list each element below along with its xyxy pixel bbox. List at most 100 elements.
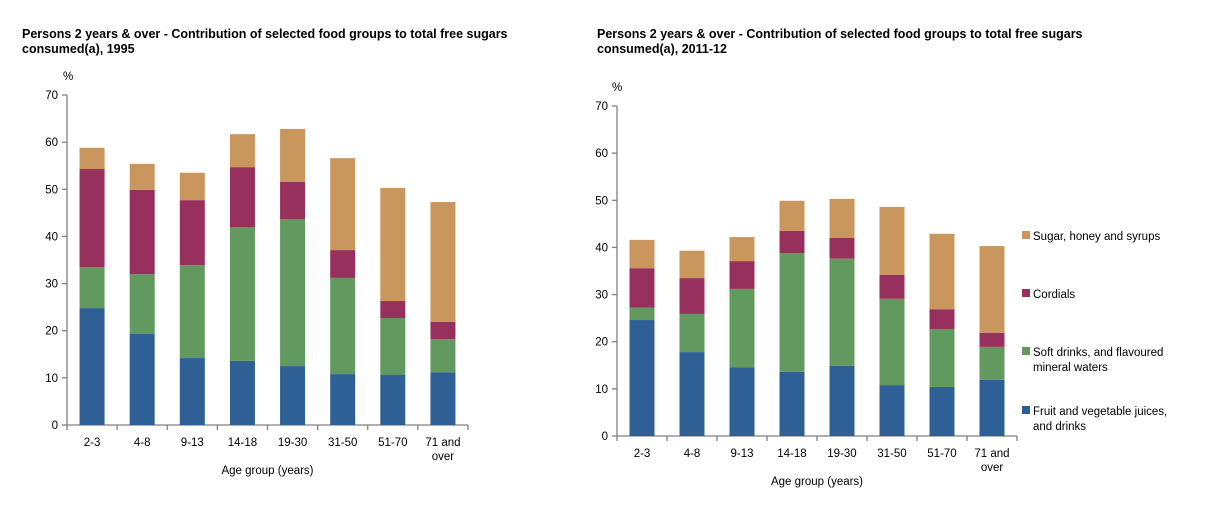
x-axis-title: Age group (years)	[221, 465, 313, 477]
legend-swatch	[1022, 289, 1030, 297]
bar-segment-fruit-and-vegetable-juices-and-drinks	[979, 379, 1005, 436]
bar-segment-fruit-and-vegetable-juices-and-drinks	[879, 385, 905, 436]
y-tick-label: 10	[595, 384, 608, 396]
y-tick-label: 60	[595, 148, 608, 160]
bar-segment-cordials	[679, 278, 705, 314]
bar-segment-sugar-honey-and-syrups	[979, 246, 1005, 333]
x-tick-label-line: over	[432, 451, 455, 463]
legend: Sugar, honey and syrups Cordials Soft drin…	[1022, 231, 1167, 433]
bar-segment-soft-drinks-and-flavoured-mineral-waters	[879, 298, 905, 386]
chart-1: Persons 2 years & over - Contribution of…	[22, 27, 508, 477]
bar-segment-cordials	[979, 332, 1005, 347]
bar-segment-soft-drinks-and-flavoured-mineral-waters	[929, 328, 955, 387]
bar-segment-cordials	[79, 169, 105, 268]
bar-segment-soft-drinks-and-flavoured-mineral-waters	[179, 265, 205, 359]
legend-label: and drinks	[1033, 421, 1086, 433]
bar-segment-sugar-honey-and-syrups	[679, 250, 705, 279]
bar-segment-cordials	[779, 230, 805, 254]
x-tick-label: 19-30	[827, 448, 856, 460]
bar-segment-sugar-honey-and-syrups	[629, 239, 655, 269]
x-tick-label-line: over	[981, 462, 1004, 474]
bar-segment-sugar-honey-and-syrups	[330, 158, 356, 251]
y-tick-label: 0	[52, 420, 58, 432]
bar-segment-soft-drinks-and-flavoured-mineral-waters	[79, 267, 105, 309]
bar-segment-sugar-honey-and-syrups	[79, 147, 105, 170]
bar-segment-fruit-and-vegetable-juices-and-drinks	[229, 360, 255, 425]
y-tick-label: 20	[595, 337, 608, 349]
bar-segment-fruit-and-vegetable-juices-and-drinks	[679, 352, 705, 436]
bar-segment-cordials	[629, 268, 655, 308]
bar-segment-soft-drinks-and-flavoured-mineral-waters	[129, 274, 155, 335]
x-tick-label: 14-18	[228, 437, 257, 449]
x-axis-title: Age group (years)	[771, 476, 863, 488]
bar-segment-sugar-honey-and-syrups	[280, 128, 306, 182]
bar-segment-cordials	[879, 274, 905, 299]
legend-swatch	[1022, 347, 1030, 355]
x-tick-label-line: 71 and	[974, 448, 1009, 460]
y-tick-label: 30	[595, 290, 608, 302]
bar-segment-sugar-honey-and-syrups	[779, 200, 805, 231]
y-axis-label: %	[612, 82, 622, 94]
legend-label: Soft drinks, and flavoured	[1033, 347, 1163, 359]
y-tick-label: 10	[45, 373, 58, 385]
bar-segment-fruit-and-vegetable-juices-and-drinks	[330, 374, 356, 425]
bar-segment-fruit-and-vegetable-juices-and-drinks	[79, 308, 105, 425]
y-tick-label: 20	[45, 326, 58, 338]
bar-segment-cordials	[430, 321, 456, 340]
bar-segment-sugar-honey-and-syrups	[729, 237, 755, 262]
bar-segment-sugar-honey-and-syrups	[129, 163, 155, 190]
bar-segment-fruit-and-vegetable-juices-and-drinks	[729, 367, 755, 436]
y-axis-label: %	[63, 71, 73, 83]
y-tick-label: 50	[45, 184, 58, 196]
bar-segment-soft-drinks-and-flavoured-mineral-waters	[330, 277, 356, 375]
bar-segment-fruit-and-vegetable-juices-and-drinks	[929, 386, 955, 436]
bar-segment-soft-drinks-and-flavoured-mineral-waters	[229, 227, 255, 361]
legend-label: Sugar, honey and syrups	[1033, 231, 1160, 243]
bar-segment-cordials	[280, 181, 306, 219]
x-tick-label: 4-8	[684, 448, 701, 460]
y-tick-label: 0	[602, 431, 608, 443]
bar-segment-soft-drinks-and-flavoured-mineral-waters	[679, 313, 705, 353]
legend-label: Fruit and vegetable juices,	[1033, 406, 1167, 418]
chart-2: Persons 2 years & over - Contribution of…	[595, 27, 1167, 488]
x-tick-label: 51-70	[378, 437, 407, 449]
bar-segment-soft-drinks-and-flavoured-mineral-waters	[629, 307, 655, 321]
x-tick-label: 31-50	[328, 437, 357, 449]
chart-title: consumed(a), 2011-12	[597, 42, 727, 56]
y-tick-label: 40	[45, 231, 58, 243]
bar-segment-sugar-honey-and-syrups	[929, 233, 955, 310]
bar-segment-cordials	[380, 301, 406, 318]
x-tick-label-line: 71 and	[425, 437, 460, 449]
x-tick-label: 31-50	[877, 448, 906, 460]
bar-segment-sugar-honey-and-syrups	[380, 187, 406, 302]
chart-title: Persons 2 years & over - Contribution of…	[22, 27, 508, 41]
bar-segment-soft-drinks-and-flavoured-mineral-waters	[430, 339, 456, 373]
y-tick-label: 60	[45, 137, 58, 149]
bar-segment-sugar-honey-and-syrups	[879, 206, 905, 275]
x-tick-label: 14-18	[777, 448, 806, 460]
bar-segment-cordials	[829, 238, 855, 259]
x-tick-label: 51-70	[927, 448, 956, 460]
bar-segment-soft-drinks-and-flavoured-mineral-waters	[829, 258, 855, 366]
bar-segment-fruit-and-vegetable-juices-and-drinks	[129, 334, 155, 425]
bar-segment-cordials	[330, 250, 356, 278]
y-tick-label: 70	[595, 101, 608, 113]
bar-segment-fruit-and-vegetable-juices-and-drinks	[380, 375, 406, 425]
y-tick-label: 40	[595, 242, 608, 254]
legend-swatch	[1022, 406, 1030, 414]
bar-segment-sugar-honey-and-syrups	[179, 172, 205, 201]
legend-label: mineral waters	[1033, 362, 1108, 374]
bar-segment-fruit-and-vegetable-juices-and-drinks	[179, 358, 205, 425]
chart-title: Persons 2 years & over - Contribution of…	[597, 27, 1083, 41]
bar-segment-soft-drinks-and-flavoured-mineral-waters	[979, 346, 1005, 380]
x-tick-label: 4-8	[134, 437, 151, 449]
y-tick-label: 70	[45, 90, 58, 102]
bar-segment-sugar-honey-and-syrups	[829, 198, 855, 238]
bar-segment-sugar-honey-and-syrups	[430, 202, 456, 322]
bar-segment-fruit-and-vegetable-juices-and-drinks	[280, 366, 306, 425]
bar-segment-cordials	[929, 309, 955, 329]
bar-segment-fruit-and-vegetable-juices-and-drinks	[629, 320, 655, 436]
chart-title: consumed(a), 1995	[22, 42, 135, 56]
x-tick-label: 9-13	[730, 448, 753, 460]
